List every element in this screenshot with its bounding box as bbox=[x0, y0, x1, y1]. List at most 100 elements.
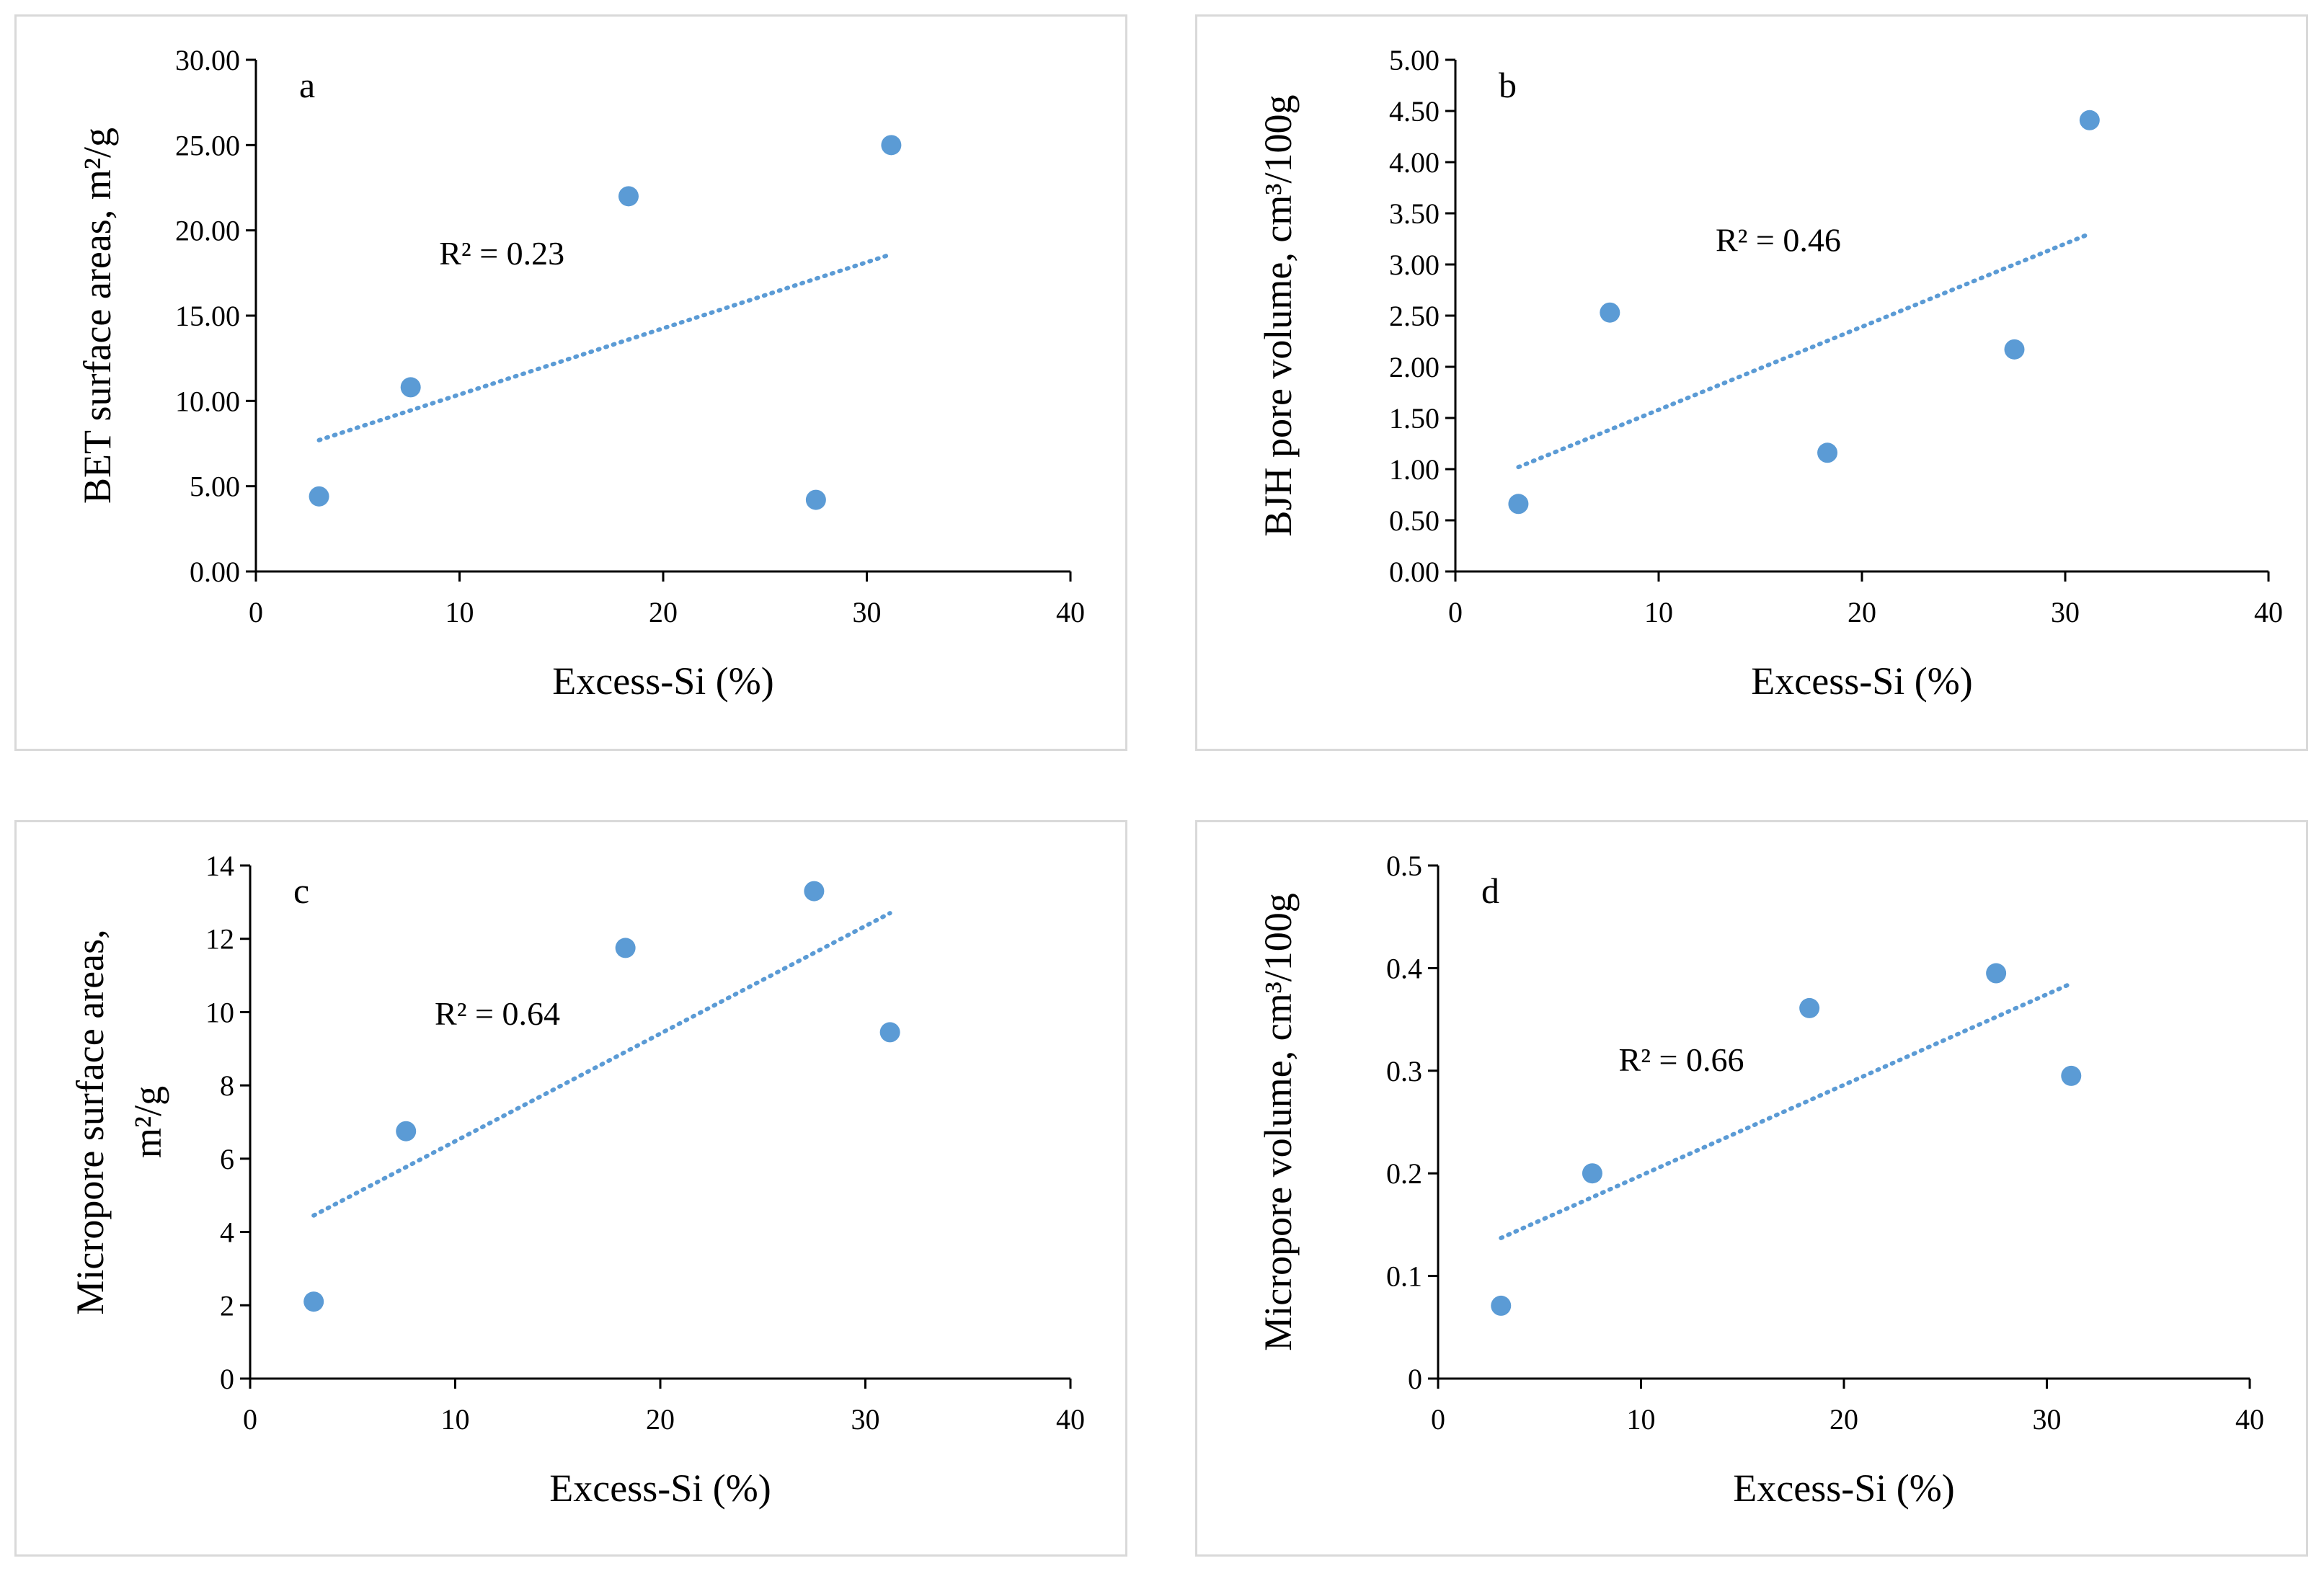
y-tick-label: 5.00 bbox=[190, 471, 240, 503]
y-tick-label: 2.00 bbox=[1389, 351, 1440, 383]
data-point bbox=[2079, 110, 2100, 130]
data-point bbox=[396, 1121, 417, 1141]
data-point bbox=[2004, 339, 2025, 360]
data-point bbox=[879, 1022, 900, 1043]
x-tick-label: 10 bbox=[1644, 596, 1673, 628]
y-tick-label: 0.50 bbox=[1389, 504, 1440, 537]
data-point bbox=[1508, 494, 1529, 515]
x-tick-label: 10 bbox=[445, 596, 474, 628]
chart-panel-a: 0.00 5.00 10.00 15.00 20.00 25.00 30.00 0 10 20 30… bbox=[14, 14, 1127, 751]
x-tick-label: 40 bbox=[2254, 596, 2283, 628]
chart-panel-d: 0 0.1 0.2 0.3 0.4 0.5 0 10 20 30 40 Excess-Si (%) Mi… bbox=[1195, 820, 2308, 1557]
x-tick-label: 40 bbox=[1056, 1403, 1085, 1436]
y-tick-label: 3.50 bbox=[1389, 197, 1440, 230]
y-tick-label: 0 bbox=[220, 1363, 234, 1395]
y-tick-label: 0.2 bbox=[1386, 1157, 1422, 1190]
r-squared-label: R² = 0.46 bbox=[1716, 222, 1841, 259]
data-point bbox=[400, 377, 421, 398]
x-tick-label: 0 bbox=[249, 596, 263, 628]
y-tick-label: 2 bbox=[220, 1289, 234, 1322]
x-tick-label: 20 bbox=[646, 1403, 675, 1436]
y-tick-label: 14 bbox=[205, 850, 234, 882]
y-tick-label: 20.00 bbox=[175, 215, 240, 247]
y-tick-label: 1.00 bbox=[1389, 453, 1440, 486]
y-tick-label: 4.00 bbox=[1389, 146, 1440, 179]
panel-letter: d bbox=[1481, 871, 1499, 911]
data-point bbox=[1817, 442, 1838, 463]
trendline bbox=[1499, 981, 2074, 1240]
x-tick-label: 0 bbox=[1448, 596, 1463, 628]
y-tick-label: 10 bbox=[205, 996, 234, 1028]
y-tick-label: 0.5 bbox=[1386, 850, 1422, 882]
y-tick-label: 4.50 bbox=[1389, 95, 1440, 128]
x-axis-title: Excess-Si (%) bbox=[549, 1467, 771, 1510]
x-tick-label: 20 bbox=[1830, 1403, 1858, 1436]
data-point bbox=[1582, 1163, 1602, 1184]
data-point bbox=[1986, 963, 2007, 984]
y-axis-title: BET surface areas, m²/g bbox=[76, 128, 119, 504]
data-point bbox=[1491, 1295, 1512, 1316]
x-tick-label: 20 bbox=[649, 596, 678, 628]
chart-svg-c: 0 2 4 6 8 10 12 14 0 10 20 30 40 Excess-Si (%) Micropo… bbox=[68, 850, 1085, 1510]
y-tick-label: 0.00 bbox=[190, 556, 240, 588]
x-axis-title: Excess-Si (%) bbox=[1733, 1467, 1954, 1510]
r-squared-label: R² = 0.66 bbox=[1619, 1041, 1744, 1078]
panel-letter: b bbox=[1499, 65, 1517, 105]
y-tick-label: 0.3 bbox=[1386, 1055, 1422, 1087]
y-tick-label: 3.00 bbox=[1389, 249, 1440, 281]
x-tick-label: 30 bbox=[853, 596, 882, 628]
x-tick-label: 40 bbox=[1056, 596, 1085, 628]
x-tick-label: 30 bbox=[851, 1403, 880, 1436]
data-point bbox=[1799, 997, 1820, 1018]
y-tick-label: 6 bbox=[220, 1143, 234, 1175]
data-point bbox=[2061, 1065, 2082, 1086]
y-tick-label: 0 bbox=[1408, 1363, 1422, 1395]
panel-letter: c bbox=[293, 871, 309, 911]
y-tick-label: 4 bbox=[220, 1216, 234, 1249]
data-point bbox=[805, 489, 826, 510]
x-tick-label: 30 bbox=[2033, 1403, 2062, 1436]
y-tick-label: 10.00 bbox=[175, 385, 240, 417]
trendline bbox=[311, 911, 892, 1218]
data-point bbox=[615, 938, 636, 958]
y-tick-label: 30.00 bbox=[175, 44, 240, 76]
data-point bbox=[309, 486, 329, 507]
trendline bbox=[1516, 231, 2092, 470]
data-point bbox=[1600, 302, 1620, 323]
r-squared-label: R² = 0.23 bbox=[439, 235, 564, 272]
y-tick-label: 25.00 bbox=[175, 129, 240, 161]
chart-svg-a: 0.00 5.00 10.00 15.00 20.00 25.00 30.00 0 10 20 30… bbox=[76, 44, 1085, 703]
x-axis-title: Excess-Si (%) bbox=[1751, 659, 1972, 703]
y-tick-label: 0.1 bbox=[1386, 1260, 1422, 1293]
r-squared-label: R² = 0.64 bbox=[435, 995, 560, 1032]
chart-svg-b: 0.00 0.50 1.00 1.50 2.00 2.50 3.00 3.50 4.00 4.50… bbox=[1256, 44, 2283, 703]
x-tick-label: 20 bbox=[1848, 596, 1876, 628]
x-tick-label: 10 bbox=[1627, 1403, 1656, 1436]
x-tick-label: 0 bbox=[1431, 1403, 1445, 1436]
y-axis-title: Micropore volume, cm³/100g bbox=[1256, 893, 1300, 1351]
data-point bbox=[804, 881, 825, 902]
x-axis-title: Excess-Si (%) bbox=[552, 659, 773, 703]
y-tick-label: 0.00 bbox=[1389, 556, 1440, 588]
y-tick-label: 0.4 bbox=[1386, 952, 1422, 984]
chart-panel-b: 0.00 0.50 1.00 1.50 2.00 2.50 3.00 3.50 4.00 4.50… bbox=[1195, 14, 2308, 751]
panel-letter: a bbox=[299, 65, 315, 105]
y-axis-title: m²/g bbox=[126, 1086, 169, 1158]
trendline bbox=[316, 252, 894, 442]
data-point bbox=[303, 1291, 324, 1312]
x-tick-label: 0 bbox=[243, 1403, 257, 1436]
x-tick-label: 10 bbox=[441, 1403, 470, 1436]
y-axis-title: BJH pore volume, cm³/100g bbox=[1256, 94, 1300, 536]
y-axis-title: Micropore surface areas, bbox=[68, 929, 112, 1314]
x-tick-label: 30 bbox=[2051, 596, 2080, 628]
y-tick-label: 8 bbox=[220, 1069, 234, 1102]
y-tick-label: 1.50 bbox=[1389, 402, 1440, 435]
x-tick-label: 40 bbox=[2235, 1403, 2264, 1436]
y-tick-label: 5.00 bbox=[1389, 44, 1440, 76]
chart-panel-c: 0 2 4 6 8 10 12 14 0 10 20 30 40 Excess-Si (%) Micropo… bbox=[14, 820, 1127, 1557]
y-tick-label: 15.00 bbox=[175, 300, 240, 332]
y-tick-label: 12 bbox=[205, 923, 234, 956]
data-point bbox=[618, 186, 639, 207]
y-tick-label: 2.50 bbox=[1389, 300, 1440, 332]
chart-svg-d: 0 0.1 0.2 0.3 0.4 0.5 0 10 20 30 40 Excess-Si (%) Mi… bbox=[1256, 850, 2264, 1510]
